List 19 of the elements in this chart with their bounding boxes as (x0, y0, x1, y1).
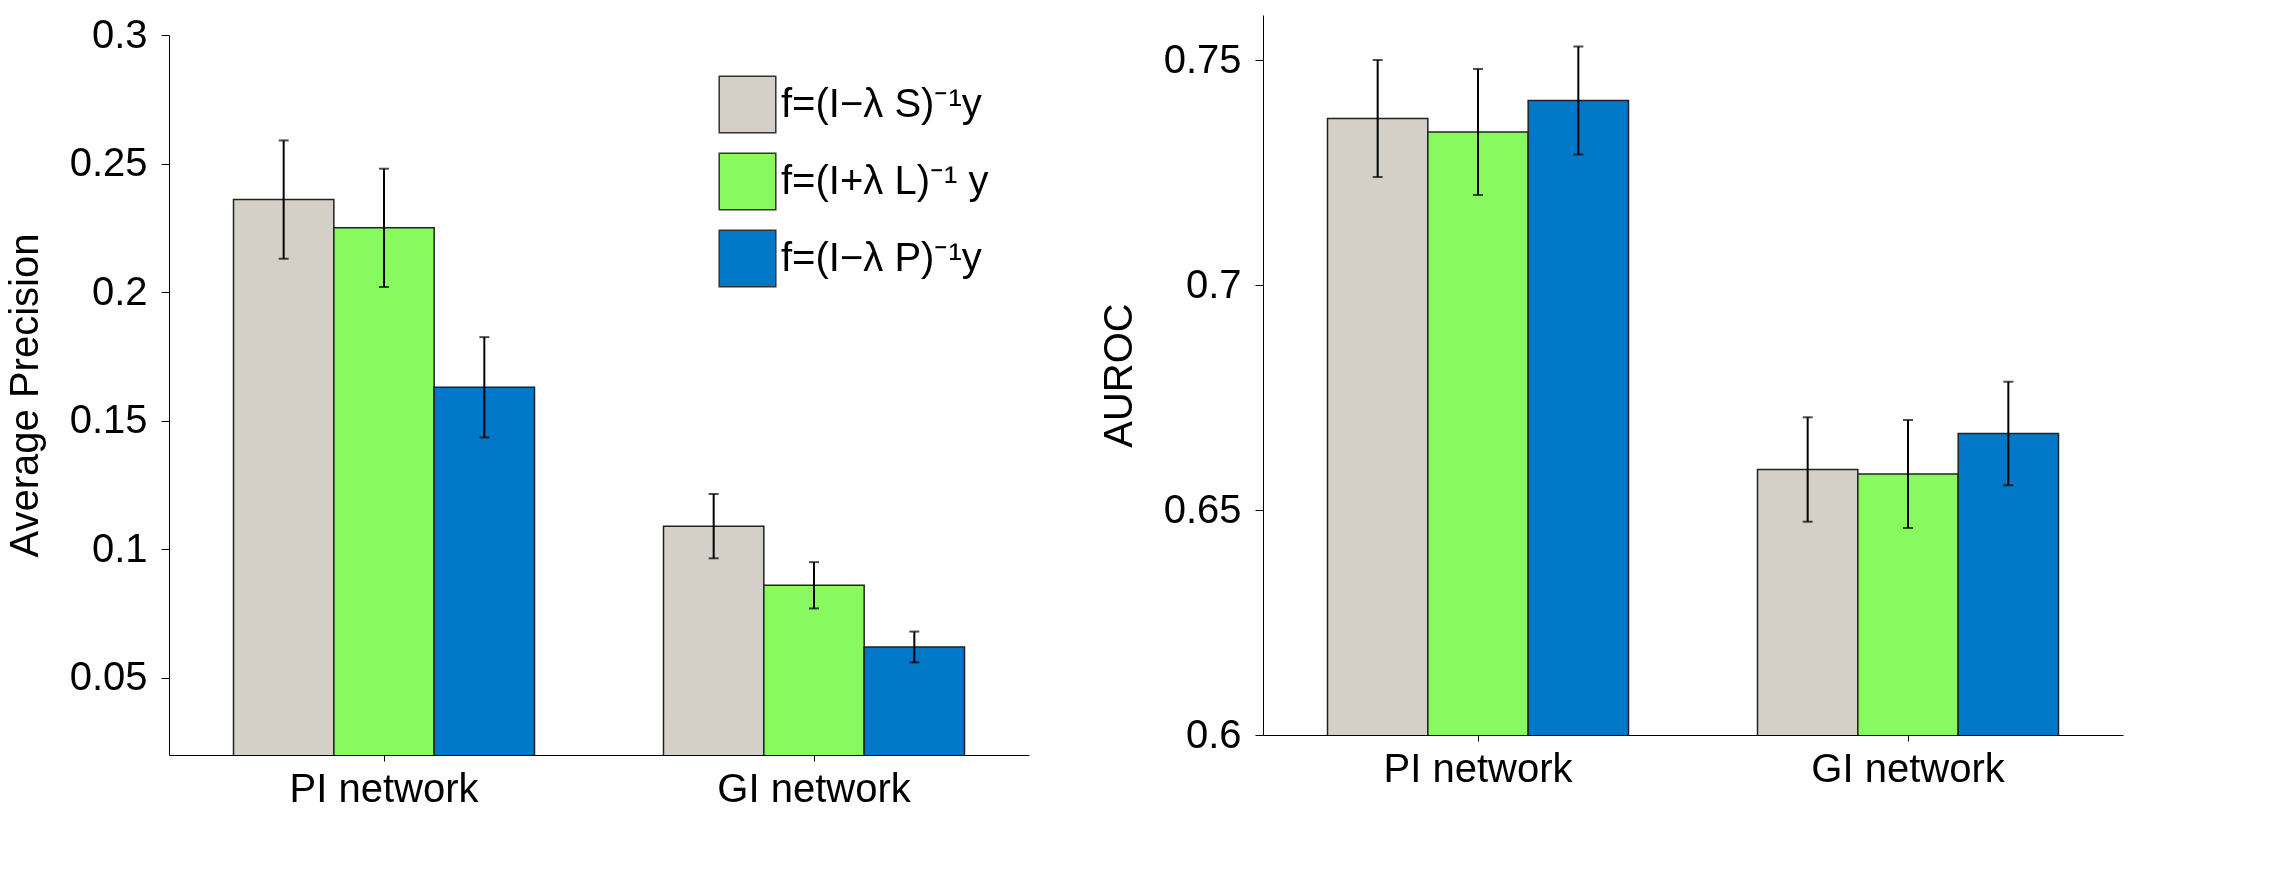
y-tick-label: 0.3 (91, 11, 148, 56)
legend-label: f=(I−λ S)⁻¹y (781, 80, 982, 125)
y-tick-label: 0.2 (91, 268, 148, 313)
legend-label: f=(I−λ P)⁻¹y (781, 234, 982, 279)
y-tick-label: 0.25 (69, 140, 148, 185)
y-tick-label: 0.65 (1163, 486, 1242, 531)
y-tick-label: 0.7 (1185, 261, 1242, 306)
x-tick-label: GI network (1811, 745, 2006, 790)
x-tick-label: GI network (717, 765, 912, 810)
x-tick-label: PI network (289, 765, 480, 810)
y-tick-label: 0.75 (1163, 36, 1242, 81)
y-tick-label: 0.05 (69, 654, 148, 699)
x-tick-label: PI network (1383, 745, 1574, 790)
y-tick-label: 0.1 (91, 525, 148, 570)
legend-label: f=(I+λ L)⁻¹ y (781, 157, 989, 202)
y-tick-label: 0.15 (69, 397, 148, 442)
y-tick-label: 0.6 (1185, 711, 1242, 756)
y-axis-title: Average Precision (1, 233, 46, 558)
y-axis-title: AUROC (1095, 303, 1140, 448)
